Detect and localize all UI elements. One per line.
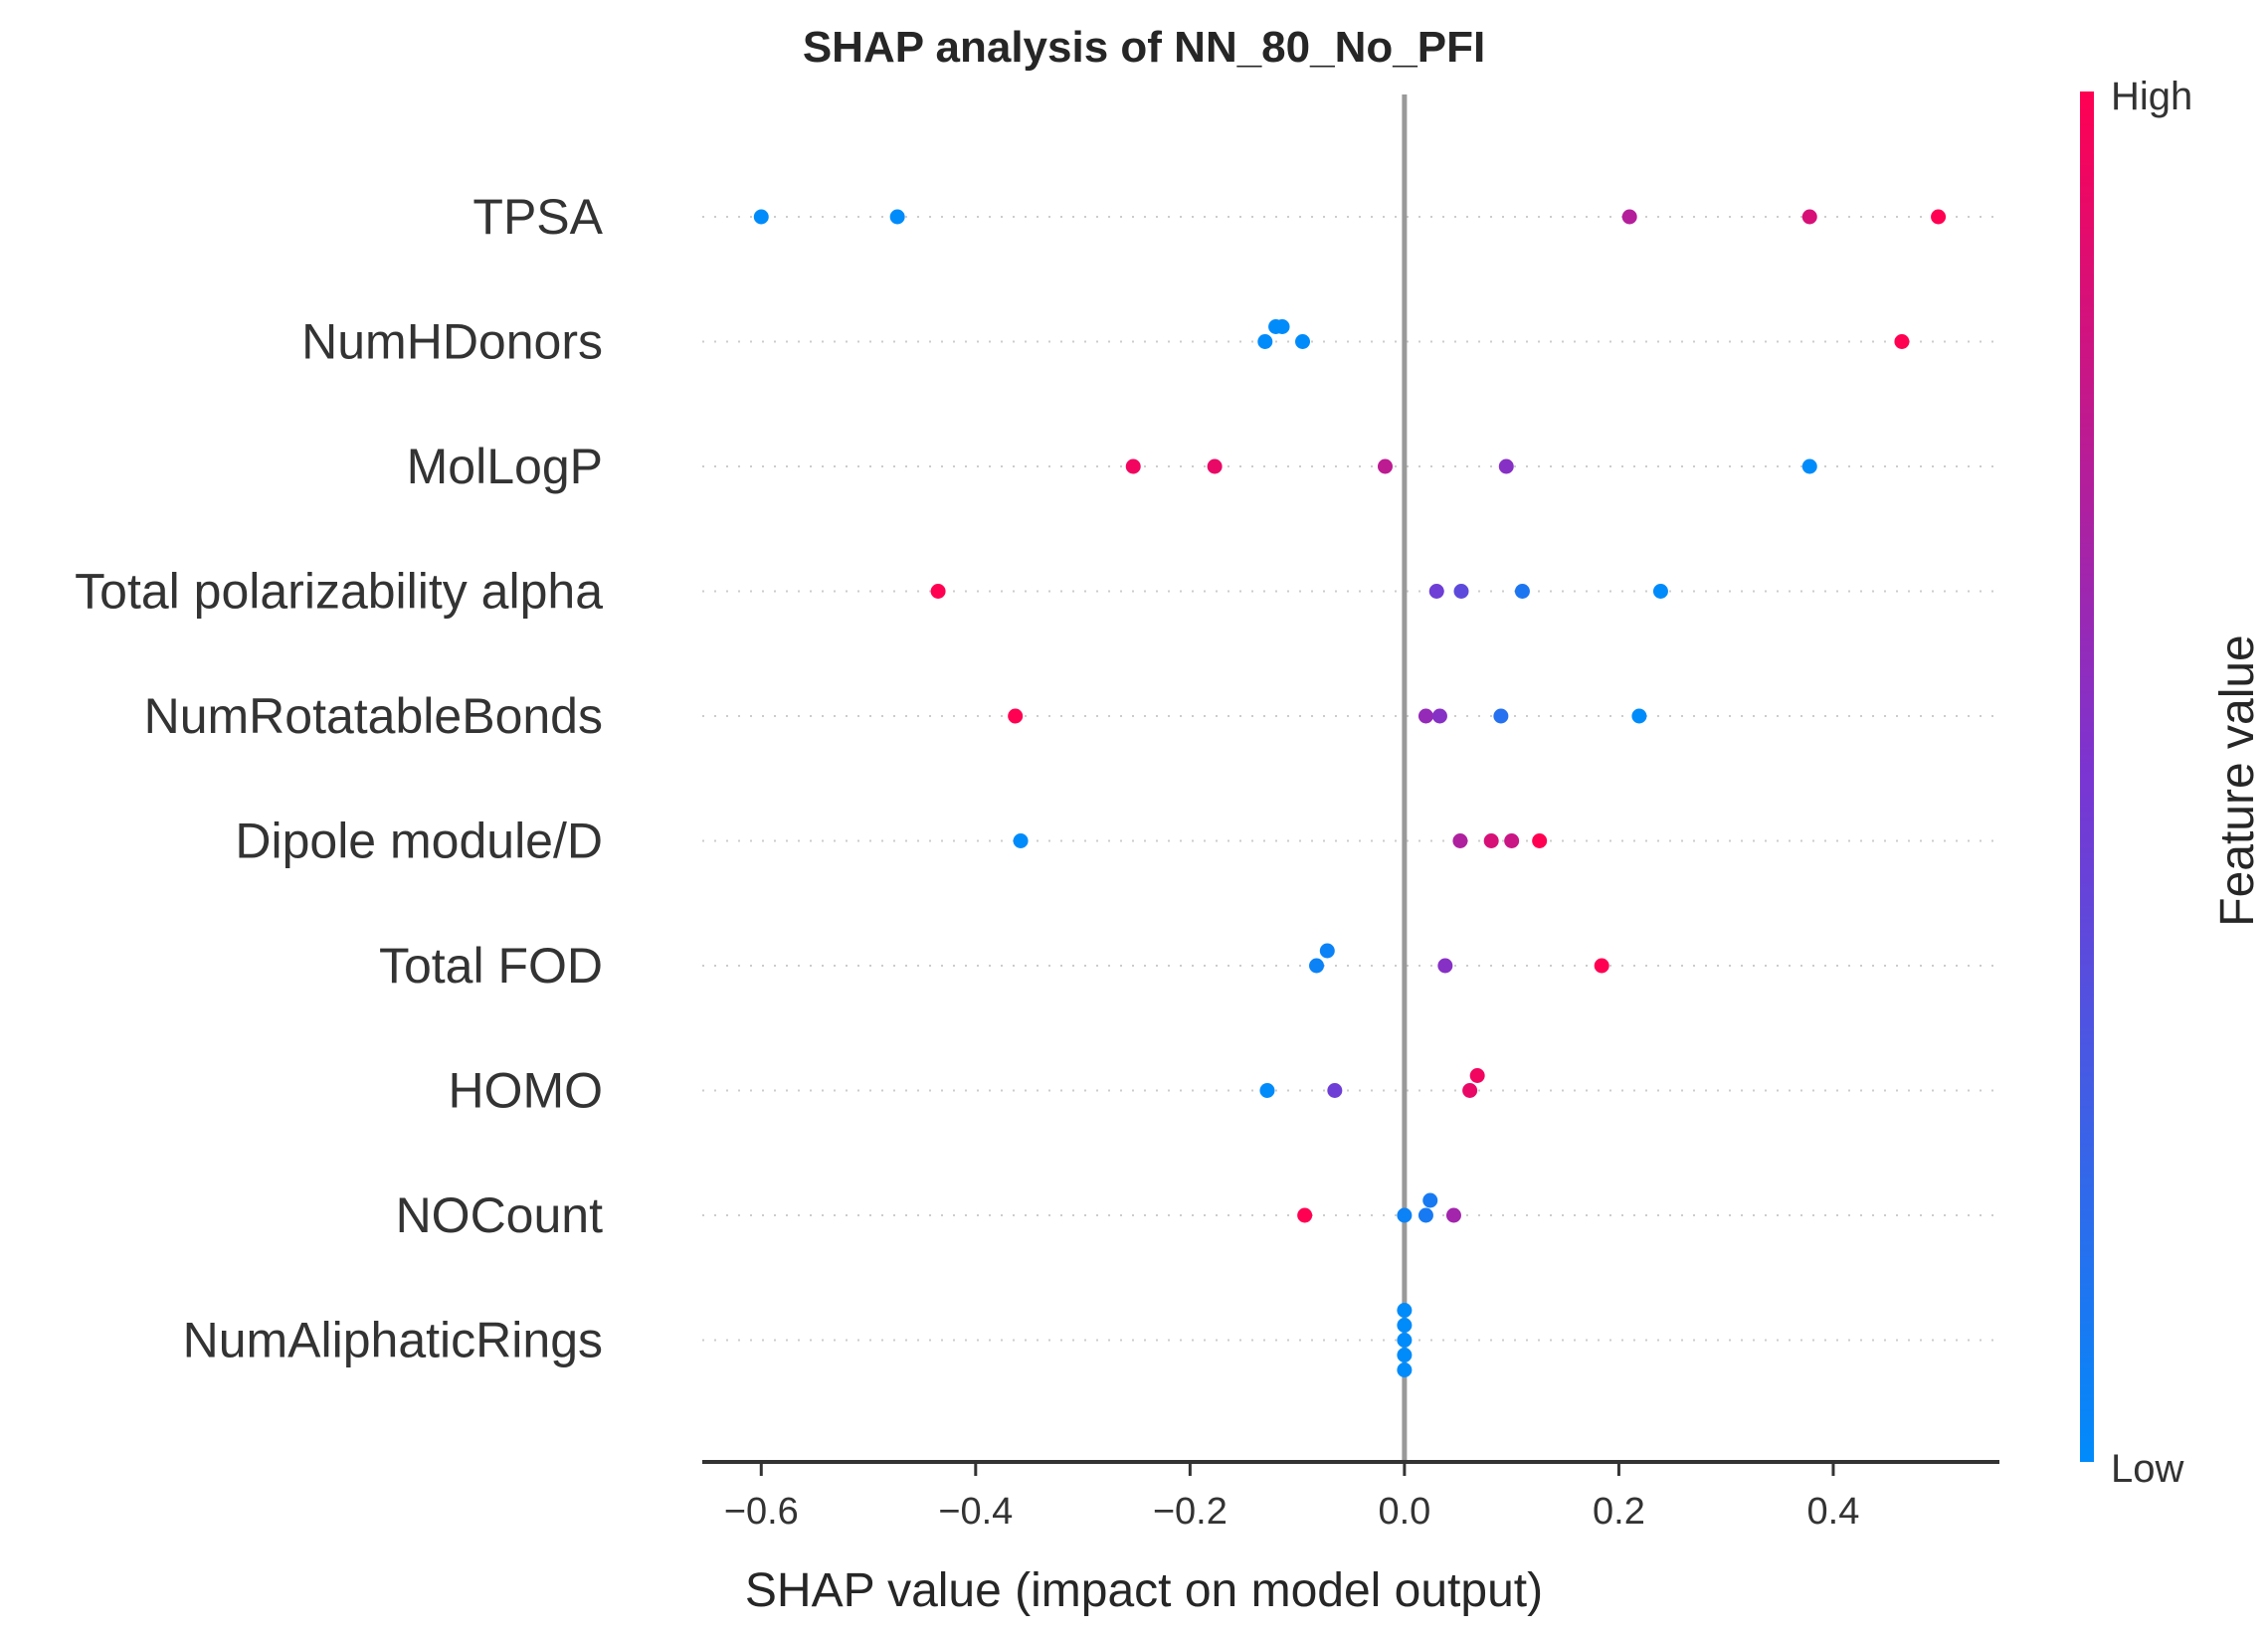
shap-point	[1428, 584, 1444, 599]
colorbar-title: Feature value	[2211, 635, 2264, 927]
shap-point	[1397, 1207, 1413, 1223]
shap-point	[1493, 708, 1509, 724]
x-axis-label: SHAP value (impact on model output)	[745, 1564, 1543, 1617]
feature-label: NOCount	[396, 1187, 604, 1243]
shap-point	[1452, 833, 1468, 848]
shap-point	[1422, 1192, 1438, 1208]
colorbar-low-label: Low	[2111, 1447, 2183, 1491]
shap-point	[930, 584, 946, 599]
shap-point	[1257, 334, 1273, 349]
shap-point	[1295, 334, 1311, 349]
shap-point	[1397, 1348, 1413, 1362]
x-tick-label: −0.4	[938, 1491, 1013, 1533]
shap-point	[1259, 1083, 1275, 1098]
feature-labels: TPSA NumHDonors MolLogP Total polarizabilit…	[75, 189, 604, 1368]
shap-point	[1418, 708, 1433, 724]
shap-point	[1453, 584, 1469, 599]
shap-point	[1327, 1083, 1343, 1098]
shap-point	[1431, 708, 1447, 724]
x-tick-label: −0.2	[1153, 1491, 1228, 1533]
shap-point	[1377, 458, 1393, 474]
shap-point	[1397, 1362, 1413, 1377]
shap-point	[1397, 1318, 1413, 1333]
shap-points	[753, 209, 1947, 1377]
colorbar: High Low Feature value	[2080, 75, 2264, 1491]
shap-point	[1514, 584, 1530, 599]
shap-point	[889, 209, 905, 225]
feature-label: NumAliphaticRings	[183, 1313, 603, 1368]
feature-label: MolLogP	[407, 439, 603, 494]
shap-point	[1801, 458, 1817, 474]
shap-point	[1532, 833, 1548, 848]
shap-point	[1319, 943, 1335, 959]
shap-point	[1309, 958, 1325, 974]
x-tick-label: −0.6	[724, 1491, 799, 1533]
shap-point	[1504, 833, 1520, 848]
shap-point	[1594, 958, 1609, 974]
feature-label: HOMO	[448, 1063, 603, 1119]
shap-point	[1397, 1333, 1413, 1348]
shap-point	[753, 209, 769, 225]
shap-point	[1483, 833, 1499, 848]
shap-point	[1469, 1068, 1485, 1083]
shap-point	[1013, 833, 1029, 848]
shap-point	[1652, 584, 1668, 599]
shap-point	[1397, 1303, 1413, 1318]
feature-label: NumRotatableBonds	[144, 688, 603, 744]
shap-point	[1801, 209, 1817, 225]
shap-point	[1207, 458, 1223, 474]
feature-label: Total polarizability alpha	[75, 564, 603, 620]
x-tick-label: 0.2	[1593, 1491, 1645, 1533]
shap-point	[1418, 1207, 1433, 1223]
feature-label: Dipole module/D	[235, 814, 603, 869]
shap-point	[1462, 1083, 1478, 1098]
x-axis: −0.6 −0.4 −0.2 0.0 0.2 0.4	[702, 1460, 1999, 1533]
shap-point	[1931, 209, 1947, 225]
feature-label: Total FOD	[379, 938, 603, 994]
shap-point	[1631, 708, 1647, 724]
shap-point	[1274, 319, 1290, 334]
shap-point	[1445, 1207, 1461, 1223]
colorbar-gradient	[2080, 91, 2094, 1462]
row-guide-lines	[702, 216, 1999, 1342]
feature-label: TPSA	[472, 189, 603, 245]
shap-point	[1297, 1207, 1313, 1223]
shap-point	[1894, 334, 1910, 349]
feature-label: NumHDonors	[301, 314, 603, 370]
shap-point	[1437, 958, 1453, 974]
shap-point	[1498, 458, 1514, 474]
x-tick-label: 0.4	[1807, 1491, 1860, 1533]
x-tick-label: 0.0	[1378, 1491, 1430, 1533]
colorbar-high-label: High	[2111, 75, 2192, 118]
shap-point	[1125, 458, 1141, 474]
shap-point	[1008, 708, 1024, 724]
chart-title: SHAP analysis of NN_80_No_PFI	[803, 23, 1485, 72]
shap-point	[1621, 209, 1637, 225]
